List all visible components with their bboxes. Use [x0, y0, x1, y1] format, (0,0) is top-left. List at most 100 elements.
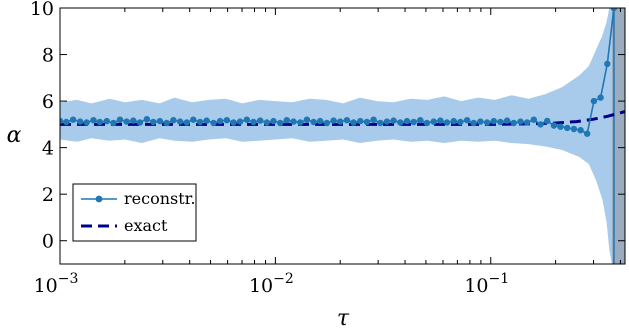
- y-tick-label: 2: [42, 184, 54, 206]
- reconstr-point: [116, 116, 124, 123]
- reconstr-point: [297, 119, 304, 126]
- y-tick-label: 6: [42, 91, 54, 113]
- reconstr-point: [110, 119, 117, 127]
- reconstr-point: [323, 119, 331, 127]
- reconstr-point: [156, 117, 164, 125]
- reconstr-point: [243, 116, 250, 123]
- x-axis-ticks: 10−3 10−2 10−1: [34, 8, 621, 297]
- reconstr-point: [83, 119, 90, 126]
- reconstr-point: [403, 117, 411, 125]
- reconstr-point: [370, 116, 377, 123]
- reconstr-point: [163, 119, 170, 127]
- x-tick-label: 10−2: [249, 271, 294, 297]
- x-tick-label: 10−3: [34, 271, 79, 297]
- reconstr-point: [270, 117, 277, 125]
- plot-area: [60, 8, 625, 264]
- reconstr-point: [263, 119, 271, 126]
- reconstr-point: [250, 118, 257, 126]
- reconstr-point: [257, 117, 264, 124]
- reconstr-point: [210, 119, 217, 127]
- reconstr-point: [103, 117, 111, 125]
- reconstr-point: [544, 117, 551, 125]
- reconstr-point: [143, 116, 150, 123]
- x-tick-label: 10−1: [464, 271, 509, 297]
- reconstr-point: [63, 118, 70, 126]
- reconstr-point: [443, 119, 451, 126]
- reconstr-point: [450, 117, 457, 125]
- reconstr-point: [183, 119, 190, 126]
- reconstr-point: [570, 125, 578, 133]
- reconstr-point: [597, 94, 604, 101]
- reconstr-point: [337, 118, 344, 125]
- series-reconstr-points: [60, 8, 618, 137]
- reconstr-point: [69, 116, 77, 123]
- reconstr-point: [236, 118, 244, 125]
- legend-box: [72, 183, 197, 242]
- reconstr-point: [350, 119, 357, 126]
- reconstr-point: [497, 118, 504, 126]
- reconstr-point: [383, 118, 391, 125]
- reconstr-point: [196, 118, 204, 126]
- reconstr-point: [230, 119, 237, 126]
- y-tick-label: 4: [42, 138, 54, 160]
- legend: reconstr. exact: [72, 183, 197, 242]
- reconstr-point: [410, 118, 417, 126]
- reconstr-point: [377, 119, 384, 127]
- reconstr-point: [584, 130, 591, 137]
- reconstr-point: [76, 118, 84, 125]
- reconstr-point: [317, 117, 324, 125]
- reconstr-point: [290, 118, 297, 125]
- y-tick-label: 8: [42, 45, 54, 67]
- reconstr-point: [610, 8, 618, 12]
- legend-reconstr-marker: [95, 195, 103, 203]
- reconstr-point: [517, 118, 524, 125]
- reconstr-point: [357, 117, 364, 125]
- reconstr-point: [463, 117, 471, 124]
- uncertainty-band: [60, 8, 612, 264]
- reconstr-point: [477, 118, 484, 125]
- reconstr-point: [203, 117, 210, 124]
- reconstr-point: [150, 118, 157, 126]
- reconstr-point: [363, 118, 371, 126]
- legend-exact-label: exact: [124, 216, 168, 235]
- y-tick-label: 0: [42, 231, 54, 253]
- reconstr-point: [470, 119, 477, 127]
- reconstr-point: [303, 116, 311, 123]
- y-axis-label: α: [7, 123, 22, 148]
- reconstr-point: [397, 119, 404, 126]
- reconstr-point: [590, 97, 598, 105]
- reconstr-point: [283, 117, 290, 124]
- reconstr-point: [523, 119, 531, 126]
- reconstr-point: [223, 117, 230, 124]
- reconstr-point: [96, 118, 104, 126]
- y-axis-ticks: 0 2 4 6 8 10: [30, 0, 625, 253]
- reconstr-point: [457, 118, 464, 126]
- reconstr-point: [123, 118, 130, 125]
- reconstr-point: [216, 117, 224, 125]
- reconstr-point: [170, 117, 177, 124]
- reconstr-point: [90, 117, 97, 124]
- reconstr-point: [60, 117, 64, 125]
- y-tick-label: 10: [30, 0, 54, 20]
- reconstr-point: [510, 119, 517, 127]
- reconstr-point: [390, 117, 397, 124]
- reconstr-point: [557, 123, 564, 130]
- reconstr-point: [550, 122, 558, 129]
- reconstr-point: [190, 116, 197, 123]
- reconstr-point: [564, 124, 571, 132]
- divergence-band: [611, 8, 625, 264]
- reconstr-point: [604, 60, 611, 68]
- reconstr-point: [277, 119, 284, 127]
- x-axis-label: τ: [337, 306, 350, 331]
- reconstr-point: [330, 117, 337, 124]
- reconstr-point: [490, 117, 497, 125]
- reconstr-point: [577, 127, 584, 134]
- reconstr-point: [343, 117, 351, 124]
- reconstr-point: [430, 118, 437, 125]
- reconstr-point: [530, 116, 537, 123]
- reconstr-point: [503, 117, 511, 124]
- reconstr-point: [483, 119, 491, 126]
- reconstr-point: [176, 118, 184, 125]
- reconstr-point: [136, 119, 144, 126]
